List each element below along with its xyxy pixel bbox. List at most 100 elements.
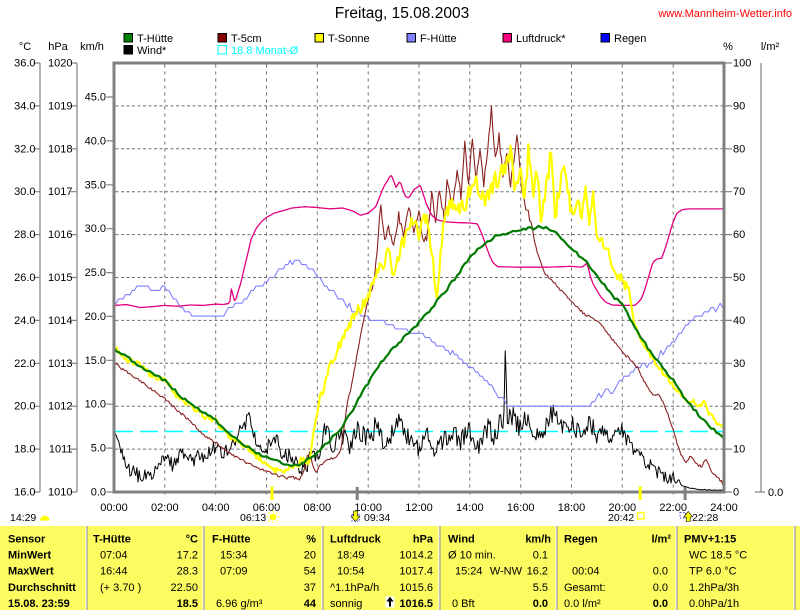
- svg-text:1016.5: 1016.5: [399, 598, 433, 610]
- svg-text:%: %: [306, 534, 316, 546]
- svg-text:15:34: 15:34: [220, 550, 248, 562]
- svg-text:Wind: Wind: [448, 534, 475, 546]
- svg-text:1014.2: 1014.2: [399, 550, 433, 562]
- svg-text:5.5: 5.5: [533, 582, 548, 594]
- svg-text:Ø 10 min.: Ø 10 min.: [448, 550, 496, 562]
- svg-text:22:28: 22:28: [692, 512, 718, 524]
- svg-text:Luftdruck: Luftdruck: [330, 534, 382, 546]
- svg-text:15:24: 15:24: [455, 566, 483, 578]
- svg-text:1015.6: 1015.6: [399, 582, 433, 594]
- svg-text:0.0: 0.0: [653, 566, 668, 578]
- svg-text:www.Mannheim-Wetter.info: www.Mannheim-Wetter.info: [657, 8, 792, 20]
- svg-text:28.0: 28.0: [14, 229, 35, 241]
- svg-text:10:54: 10:54: [337, 566, 365, 578]
- svg-text:18.5: 18.5: [177, 598, 198, 610]
- svg-text:10.0: 10.0: [85, 399, 106, 411]
- svg-text:02:00: 02:00: [151, 502, 179, 514]
- svg-text:km/h: km/h: [525, 534, 551, 546]
- svg-text:Durchschnitt: Durchschnitt: [8, 582, 76, 594]
- svg-text:Sensor: Sensor: [8, 534, 46, 546]
- svg-text:40.0: 40.0: [85, 135, 106, 147]
- svg-text:37: 37: [304, 582, 316, 594]
- svg-text:28.3: 28.3: [177, 566, 198, 578]
- svg-text:TP 6.0 °C: TP 6.0 °C: [689, 566, 737, 578]
- svg-text:Gesamt:: Gesamt:: [564, 582, 606, 594]
- svg-text:0.0hPa/1h: 0.0hPa/1h: [689, 598, 739, 610]
- svg-text:18.0: 18.0: [14, 444, 35, 456]
- svg-text:1015: 1015: [48, 272, 72, 284]
- svg-text:0.0 l/m²: 0.0 l/m²: [564, 598, 601, 610]
- svg-text:km/h: km/h: [80, 41, 104, 53]
- svg-text:07:09: 07:09: [220, 566, 248, 578]
- svg-text:1017: 1017: [48, 186, 72, 198]
- svg-text:°C: °C: [186, 534, 198, 546]
- svg-text:30.0: 30.0: [85, 223, 106, 235]
- svg-text:20.0: 20.0: [85, 311, 106, 323]
- svg-text:20:42: 20:42: [608, 512, 634, 524]
- svg-text:^1.1hPa/h: ^1.1hPa/h: [330, 582, 379, 594]
- svg-text:26.0: 26.0: [14, 272, 35, 284]
- svg-text:16:44: 16:44: [100, 566, 128, 578]
- svg-text:l/m²: l/m²: [761, 41, 780, 53]
- svg-text:0.1: 0.1: [533, 550, 548, 562]
- svg-text:1011: 1011: [49, 444, 73, 456]
- svg-text:0.0: 0.0: [653, 582, 668, 594]
- svg-text:32.0: 32.0: [14, 143, 35, 155]
- svg-text:Regen: Regen: [564, 534, 598, 546]
- svg-text:100: 100: [733, 58, 751, 70]
- svg-text:1018: 1018: [48, 143, 72, 155]
- svg-text:hPa: hPa: [48, 41, 68, 53]
- svg-text:12:00: 12:00: [405, 502, 433, 514]
- svg-text:hPa: hPa: [413, 534, 434, 546]
- svg-text:sonnig: sonnig: [330, 598, 362, 610]
- svg-text:18:00: 18:00: [558, 502, 586, 514]
- svg-text:30.0: 30.0: [14, 186, 35, 198]
- svg-text:15.0: 15.0: [85, 355, 106, 367]
- svg-text:06:13: 06:13: [240, 512, 266, 524]
- svg-text:T-Hütte: T-Hütte: [93, 534, 131, 546]
- svg-text:16.0: 16.0: [14, 487, 35, 499]
- svg-text:W-NW: W-NW: [490, 566, 523, 578]
- svg-text:15.08. 23:59: 15.08. 23:59: [8, 598, 70, 610]
- svg-text:16.2: 16.2: [527, 566, 548, 578]
- svg-text:07:04: 07:04: [100, 550, 128, 562]
- svg-text:20: 20: [304, 550, 316, 562]
- svg-text:F-Hütte: F-Hütte: [212, 534, 251, 546]
- svg-text:36.0: 36.0: [14, 58, 35, 70]
- svg-text:54: 54: [304, 566, 316, 578]
- svg-text:20: 20: [733, 401, 745, 413]
- svg-text:Regen: Regen: [614, 33, 646, 45]
- svg-text:MaxWert: MaxWert: [8, 566, 54, 578]
- svg-text:1016: 1016: [48, 229, 72, 241]
- svg-text:70: 70: [733, 186, 745, 198]
- svg-text:T-Sonne: T-Sonne: [328, 33, 370, 45]
- svg-text:1019: 1019: [48, 100, 72, 112]
- svg-text:1012: 1012: [48, 401, 72, 413]
- svg-text:1017.4: 1017.4: [399, 566, 433, 578]
- svg-text:30: 30: [733, 358, 745, 370]
- svg-text:08:00: 08:00: [304, 502, 332, 514]
- svg-text:5.0: 5.0: [91, 443, 106, 455]
- svg-text:0.0: 0.0: [91, 487, 106, 499]
- svg-text:WC 18.5 °C: WC 18.5 °C: [689, 550, 747, 562]
- svg-text:24.0: 24.0: [14, 315, 35, 327]
- svg-text:T-Hütte: T-Hütte: [137, 33, 173, 45]
- svg-text:10:00: 10:00: [354, 502, 382, 514]
- svg-text:18.8 Monat-Ø: 18.8 Monat-Ø: [231, 45, 299, 57]
- svg-text:%: %: [723, 41, 733, 53]
- svg-text:0 Bft: 0 Bft: [452, 598, 475, 610]
- svg-text:44: 44: [304, 598, 317, 610]
- svg-text:90: 90: [733, 100, 745, 112]
- svg-text:°C: °C: [19, 41, 31, 53]
- svg-text:34.0: 34.0: [14, 100, 35, 112]
- svg-text:22.0: 22.0: [14, 358, 35, 370]
- svg-text:50: 50: [733, 272, 745, 284]
- svg-text:10: 10: [733, 444, 745, 456]
- svg-text:09:34: 09:34: [364, 512, 390, 524]
- svg-text:18:49: 18:49: [337, 550, 365, 562]
- svg-text:0.0: 0.0: [653, 598, 668, 610]
- svg-text:35.0: 35.0: [85, 179, 106, 191]
- svg-text:0.0: 0.0: [768, 487, 783, 499]
- svg-text:PMV+1:15: PMV+1:15: [684, 534, 736, 546]
- svg-text:14:29: 14:29: [10, 512, 36, 524]
